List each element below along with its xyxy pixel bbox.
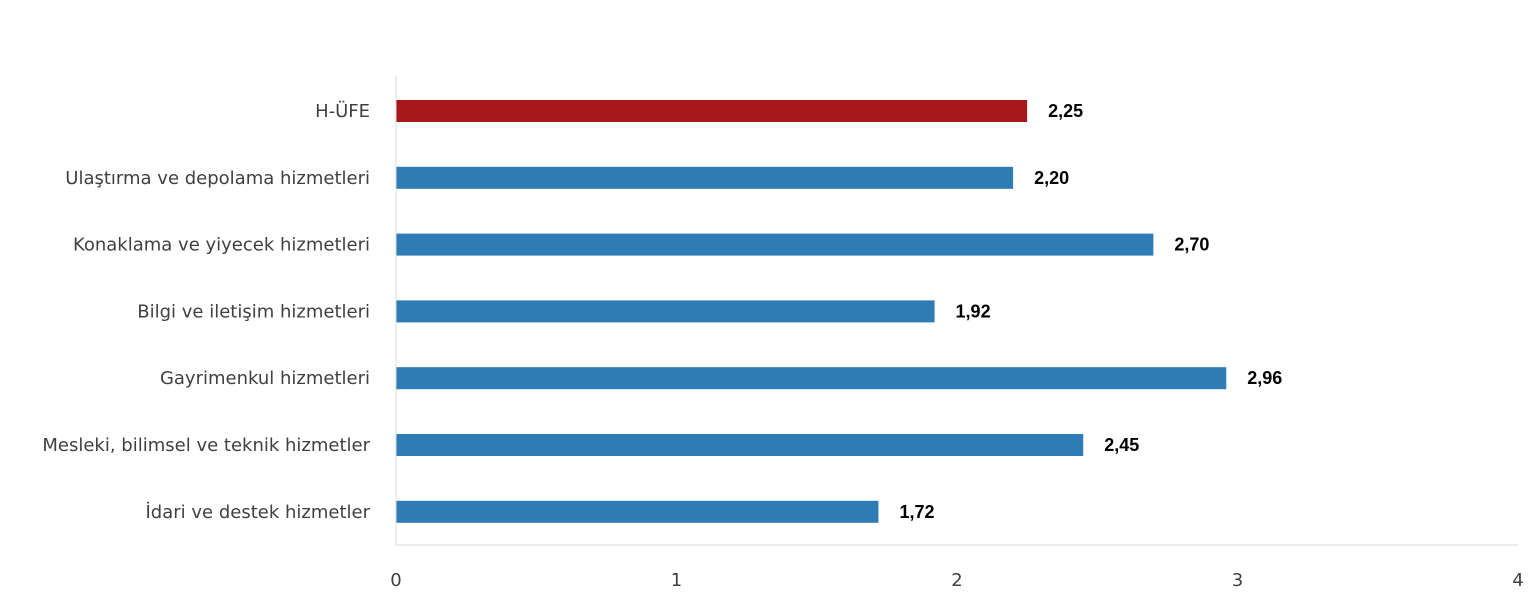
x-tick-label: 2 [951,570,962,591]
bars-layer [396,100,1227,523]
category-label: Konaklama ve yiyecek hizmetleri [73,235,370,256]
category-label: H-ÜFE [315,100,370,122]
bar-sector [396,300,935,323]
axis-layer: 0 1 2 3 4 [390,76,1524,591]
x-tick-label: 4 [1512,570,1523,591]
bar-sector [396,166,1014,189]
bar-sector [396,233,1154,256]
bar-sector [396,434,1084,456]
x-tick-label: 1 [671,570,682,591]
x-tick-label: 3 [1232,570,1243,591]
bar-sector [396,500,879,523]
category-label: Bilgi ve iletişim hizmetleri [137,301,370,322]
category-label: İdari ve destek hizmetler [146,502,371,523]
value-label: 1,92 [956,301,991,321]
value-label: 2,20 [1034,168,1069,188]
value-label: 2,25 [1048,101,1083,121]
x-tick-label: 0 [390,570,401,591]
value-label: 2,96 [1247,368,1282,388]
category-label: Gayrimenkul hizmetleri [160,368,370,389]
bar-h-ufe [396,100,1028,122]
labels-layer: H-ÜFE 2,25 Ulaştırma ve depolama hizmetler… [42,100,1282,523]
category-label: Mesleki, bilimsel ve teknik hizmetler [42,435,370,456]
value-label: 2,70 [1174,235,1209,255]
value-label: 1,72 [899,502,934,522]
value-label: 2,45 [1104,435,1139,455]
bar-sector [396,367,1227,390]
category-label: Ulaştırma ve depolama hizmetleri [65,168,370,189]
